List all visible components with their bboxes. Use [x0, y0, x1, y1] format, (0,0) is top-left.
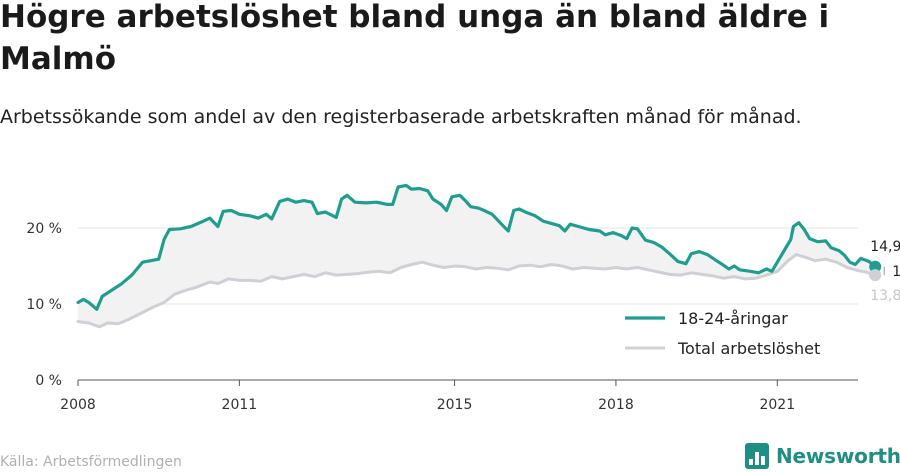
x-tick-label: 2015: [437, 397, 473, 413]
end-value-label-total: 13,8 %: [870, 288, 900, 304]
legend-label-total: Total arbetslöshet: [677, 339, 820, 358]
gap-area: [78, 185, 876, 327]
y-tick-label: 20 %: [26, 221, 62, 237]
x-tick-label: 2021: [759, 397, 795, 413]
difference-label: 1,1 %: [892, 264, 900, 280]
end-point-total: [869, 269, 882, 282]
page-subtitle: Arbetssökande som andel av den registerb…: [0, 106, 802, 128]
brand-name: Newsworthy: [776, 444, 900, 468]
legend-label-18-24: 18-24-åringar: [678, 309, 788, 328]
x-tick-label: 2018: [598, 397, 634, 413]
y-tick-label: 0 %: [35, 373, 62, 389]
end-point-18-24: [869, 260, 882, 273]
source-credit: Källa: Arbetsförmedlingen: [0, 454, 182, 470]
brand-logo[interactable]: Newsworthy: [745, 442, 900, 470]
end-value-label-18-24: 14,9 %: [870, 239, 900, 255]
series-line-total: [76, 253, 877, 329]
x-tick-label: 2008: [60, 397, 96, 413]
page-title: Högre arbetslöshet bland unga än bland ä…: [0, 0, 830, 77]
y-tick-label: 10 %: [26, 297, 62, 313]
newsworthy-logo-icon: [745, 443, 769, 469]
x-tick-label: 2011: [222, 397, 258, 413]
series-line-18-24: [76, 183, 877, 311]
